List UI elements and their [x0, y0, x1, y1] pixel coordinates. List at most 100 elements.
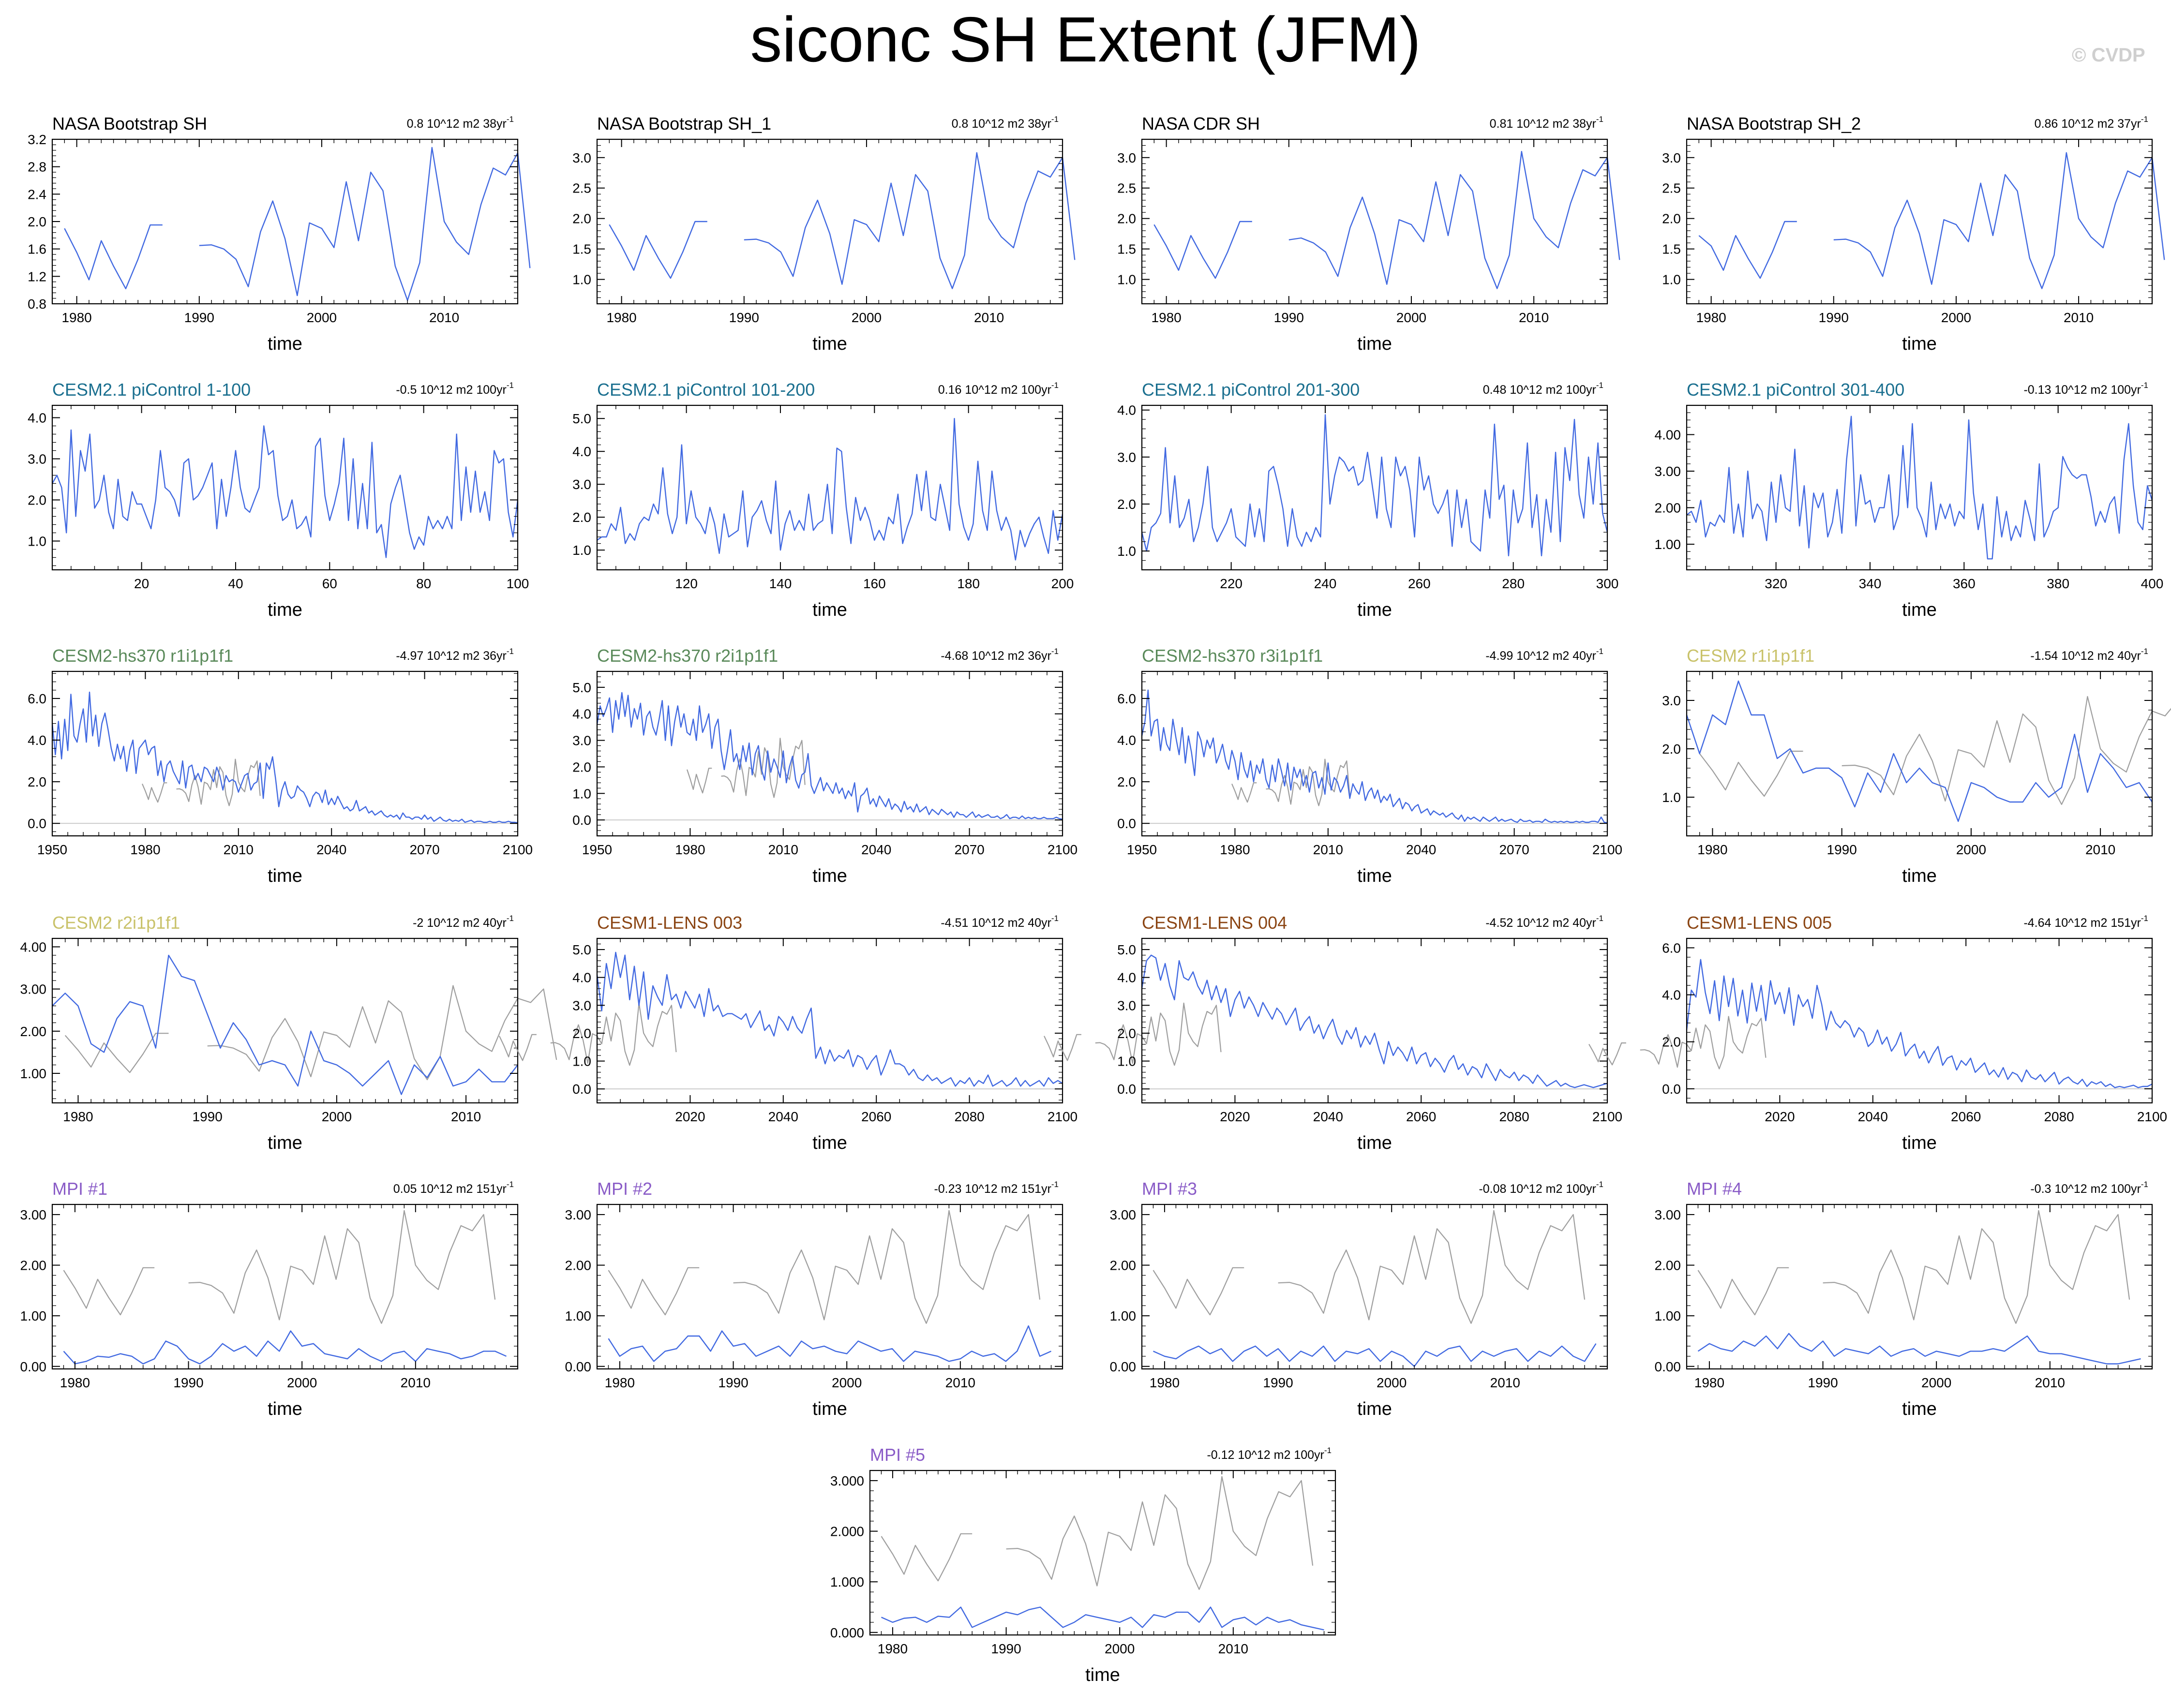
y-tick-label: 2.0 [572, 1026, 591, 1041]
y-tick-label: 2.0 [28, 493, 46, 508]
trend-value: -4.97 10^12 m2 36yr [396, 649, 507, 663]
chart-panel-2: 1980 1990 2000 2010 1.0 1.5 2.0 2.5 3.0 NASA Boot… [572, 114, 1076, 354]
x-tick-label: 2100 [1592, 842, 1622, 857]
y-tick-label: 3.0 [1117, 998, 1136, 1013]
x-tick-label: 1980 [878, 1641, 908, 1656]
x-tick-label: 2040 [861, 842, 891, 857]
y-tick-label: 1.6 [28, 242, 46, 257]
panel-title: CESM2-hs370 r3i1p1f1 [1142, 646, 1323, 666]
x-tick-label: 1990 [718, 1375, 748, 1390]
observed-series-line [1697, 1210, 2130, 1324]
x-axis-label: time [1357, 600, 1392, 620]
x-tick-label: 1990 [1808, 1375, 1838, 1390]
y-tick-label: 3.0 [1662, 693, 1681, 708]
x-tick-label: 2070 [409, 842, 439, 857]
model-series-line [1686, 680, 2153, 822]
x-axis-label: time [268, 1133, 302, 1153]
chart-panel-21: 1980 1990 2000 2010 0.000 1.000 2.000 3.000 MPI … [830, 1445, 1336, 1685]
y-tick-label: 0.0 [572, 1082, 591, 1097]
x-axis-label: time [1357, 334, 1392, 354]
x-tick-label: 1980 [61, 310, 91, 325]
plot-frame [596, 937, 1063, 1104]
x-tick-label: 2000 [832, 1375, 862, 1390]
trend-value: -0.5 10^12 m2 100yr [396, 383, 507, 397]
panel-trend: 0.81 10^12 m2 38yr-1 [1490, 115, 1603, 131]
y-tick-label: 1.2 [28, 269, 46, 284]
panel-trend: -4.52 10^12 m2 40yr-1 [1485, 914, 1603, 930]
trend-exponent: -1 [1596, 1180, 1603, 1189]
y-tick-label: 1.0 [572, 272, 591, 287]
chart-panel-19: 1980 1990 2000 2010 0.00 1.00 2.00 3.00 MPI #3 -0… [1110, 1179, 1608, 1419]
x-tick-label: 1980 [1694, 1375, 1724, 1390]
panel-trend: -0.23 10^12 m2 151yr-1 [934, 1180, 1059, 1196]
model-series-line [1141, 414, 1608, 557]
chart-panel-13: 1980 1990 2000 2010 1.00 2.00 3.00 4.00 CESM2 r2… [20, 913, 557, 1153]
y-tick-label: 1.5 [1117, 242, 1136, 257]
x-tick-label: 2080 [1499, 1109, 1529, 1124]
trend-exponent: -1 [1324, 1446, 1332, 1455]
chart-panel-4: 1980 1990 2000 2010 1.0 1.5 2.0 2.5 3.0 NASA Boot… [1662, 114, 2165, 354]
y-tick-label: 2.0 [1117, 774, 1136, 789]
x-tick-label: 100 [507, 576, 529, 591]
x-tick-label: 220 [1220, 576, 1243, 591]
x-tick-label: 2000 [307, 310, 337, 325]
x-tick-label: 2010 [2085, 842, 2115, 857]
y-tick-label: 1.00 [20, 1308, 47, 1323]
x-tick-label: 2040 [1406, 842, 1436, 857]
x-tick-label: 2010 [768, 842, 798, 857]
y-tick-label: 4.0 [28, 411, 46, 426]
chart-panel-5: 20 40 60 80 100 1.0 2.0 3.0 4.0 CESM2.1 piControl… [28, 380, 529, 620]
y-tick-label: 0.000 [830, 1625, 864, 1640]
x-tick-label: 1990 [991, 1641, 1021, 1656]
trend-exponent: -1 [1596, 914, 1603, 923]
y-tick-label: 3.00 [1655, 1207, 1681, 1222]
y-tick-label: 1.0 [572, 543, 591, 558]
chart-panel-9: 1950 1980 2010 2040 2070 2100 0.0 2.0 4.0 6.0 CESM… [28, 646, 533, 886]
y-tick-label: 4.0 [1117, 403, 1136, 418]
panel-title: CESM2.1 piControl 301-400 [1687, 380, 1904, 400]
x-tick-label: 2000 [1956, 842, 1986, 857]
x-tick-label: 2000 [322, 1109, 352, 1124]
panel-title: CESM2-hs370 r2i1p1f1 [597, 646, 778, 666]
model-series-line [881, 1606, 1324, 1631]
y-tick-label: 2.0 [572, 211, 591, 226]
observed-series-line [63, 1210, 496, 1324]
y-tick-label: 0.0 [572, 813, 591, 828]
x-tick-label: 1980 [1151, 310, 1181, 325]
panel-trend: -0.08 10^12 m2 100yr-1 [1479, 1180, 1603, 1196]
y-tick-label: 0.0 [28, 816, 46, 831]
trend-exponent: -1 [2141, 115, 2148, 124]
y-tick-label: 0.8 [28, 297, 46, 312]
x-tick-label: 1980 [60, 1375, 90, 1390]
trend-value: -0.13 10^12 m2 100yr [2023, 383, 2141, 397]
trend-exponent: -1 [1596, 381, 1603, 390]
x-tick-label: 60 [322, 576, 337, 591]
x-tick-label: 2010 [1313, 842, 1343, 857]
panel-trend: 0.8 10^12 m2 38yr-1 [407, 115, 514, 131]
x-tick-label: 2100 [1592, 1109, 1622, 1124]
y-tick-label: 3.0 [1117, 450, 1136, 465]
y-tick-label: 1.00 [1110, 1308, 1137, 1323]
x-tick-label: 2080 [2044, 1109, 2074, 1124]
model-series-line [1141, 689, 1608, 824]
x-tick-label: 1950 [582, 842, 612, 857]
y-tick-label: 3.0 [1117, 150, 1136, 165]
x-tick-label: 1980 [1697, 842, 1727, 857]
panel-title: CESM2 r2i1p1f1 [52, 913, 180, 933]
trend-value: -0.3 10^12 m2 100yr [2030, 1182, 2141, 1196]
plot-frame [869, 1470, 1336, 1636]
y-tick-label: 5.0 [572, 680, 591, 695]
panel-title: MPI #4 [1687, 1179, 1742, 1199]
y-tick-label: 2.5 [1662, 181, 1681, 196]
x-tick-label: 2060 [1951, 1109, 1981, 1124]
chart-panel-14: 2020 2040 2060 2080 2100 0.0 1.0 2.0 3.0 4.0 5.0 CE… [499, 913, 1078, 1153]
plot-frame [1686, 138, 2153, 305]
chart-panel-7: 220 240 260 280 300 1.0 2.0 3.0 4.0 CESM2.1 piCon… [1117, 380, 1618, 620]
trend-exponent: -1 [2141, 647, 2148, 656]
y-tick-label: 5.0 [572, 411, 591, 426]
x-tick-label: 2040 [1858, 1109, 1888, 1124]
trend-value: -0.08 10^12 m2 100yr [1479, 1182, 1596, 1196]
y-tick-label: 1.0 [1117, 272, 1136, 287]
y-tick-label: 2.0 [1117, 497, 1136, 512]
